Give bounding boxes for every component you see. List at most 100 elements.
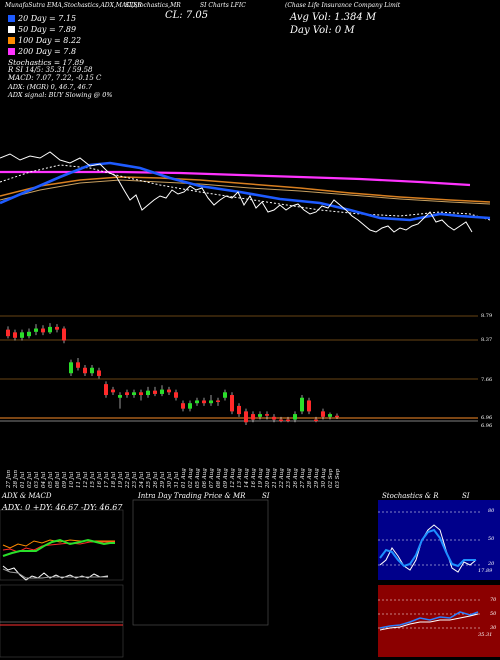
candle bbox=[279, 419, 283, 422]
legend-label: 200 Day = 7.8 bbox=[18, 47, 77, 56]
stoch-value-label: 17.89 bbox=[478, 568, 493, 574]
date-tick-label: 16 Jul bbox=[97, 472, 103, 488]
candle bbox=[188, 403, 192, 409]
candle bbox=[153, 390, 157, 394]
candle bbox=[258, 414, 262, 417]
date-tick-label: 21 Aug bbox=[272, 468, 278, 489]
stoch-tick-50: 50 bbox=[488, 536, 495, 542]
price-tick-label: 6.96 bbox=[481, 415, 492, 421]
price-tick-label: 7.66 bbox=[481, 377, 492, 383]
candle bbox=[314, 419, 318, 422]
candle bbox=[90, 367, 94, 374]
header-title-mid: SI,Stochastics,MR bbox=[125, 2, 181, 9]
legend-swatch bbox=[8, 48, 15, 55]
date-tick-label: 02 Sep bbox=[328, 468, 334, 488]
date-tick-label: 03 Jul bbox=[34, 472, 40, 488]
candle bbox=[125, 392, 129, 396]
stoch-tick-80: 80 bbox=[488, 508, 495, 514]
date-tick-label: 29 Aug bbox=[314, 468, 320, 489]
candle bbox=[328, 414, 332, 417]
legend-swatch bbox=[8, 37, 15, 44]
date-tick-label: 06 Aug bbox=[202, 468, 208, 488]
date-labels-group: 27 Jun 28 Jun 01 Jul 02 Jul 03 Jul 04 Jul 05 J… bbox=[6, 468, 341, 489]
date-tick-label: 01 Jul bbox=[20, 472, 26, 488]
candle bbox=[69, 362, 73, 374]
legend-item: 200 Day = 7.8 bbox=[8, 46, 81, 57]
adx-readout: ADX: (MGR) 0, 46.7, 46.7 bbox=[8, 83, 93, 91]
candle bbox=[335, 415, 339, 418]
candle bbox=[286, 419, 290, 422]
date-tick-label: 12 Jul bbox=[83, 472, 89, 488]
legend-swatch bbox=[8, 15, 15, 22]
date-tick-label: 18 Jul bbox=[111, 472, 117, 488]
rsi-tick-50: 50 bbox=[490, 611, 497, 617]
date-tick-label: 09 Jul bbox=[62, 472, 68, 488]
candle bbox=[27, 331, 31, 337]
date-tick-label: 05 Jul bbox=[48, 472, 54, 488]
avg-volume: Avg Vol: 1.384 M bbox=[290, 12, 377, 23]
candle bbox=[6, 329, 10, 337]
header-title-left: MunafaSutra EMA,Stochastics,ADX,MACD,R bbox=[5, 2, 142, 9]
date-tick-label: 26 Aug bbox=[293, 468, 299, 489]
candle bbox=[13, 332, 17, 338]
intraday-panel bbox=[132, 499, 269, 626]
candle bbox=[230, 395, 234, 412]
candle bbox=[272, 416, 276, 420]
ma-200-line bbox=[0, 170, 471, 187]
date-tick-label: 30 Jul bbox=[167, 472, 173, 488]
date-tick-label: 09 Aug bbox=[223, 468, 229, 488]
date-tick-label: 28 Aug bbox=[307, 468, 313, 489]
date-tick-label: 22 Aug bbox=[279, 468, 285, 489]
macd-grey-line bbox=[2, 568, 108, 579]
date-tick-label: 07 Aug bbox=[209, 468, 215, 488]
candle bbox=[300, 397, 304, 412]
price-labels-group: 8.79 8.37 7.66 6.96 6.96 bbox=[481, 313, 492, 429]
date-tick-label: 23 Jul bbox=[132, 472, 138, 489]
date-tick-label: 14 Aug bbox=[244, 468, 250, 488]
candles-group bbox=[6, 323, 339, 425]
date-tick-label: 17 Jul bbox=[104, 472, 110, 488]
candle bbox=[41, 328, 45, 333]
legend-label: 50 Day = 7.89 bbox=[18, 25, 77, 34]
candle bbox=[34, 328, 38, 332]
candle bbox=[251, 414, 255, 420]
ma-20-line bbox=[0, 161, 491, 222]
stoch-k-line bbox=[379, 524, 477, 573]
candle bbox=[167, 389, 171, 393]
intraday-panel-title: Intra Day Trading Price & MR bbox=[138, 492, 246, 500]
adx-signal-readout: ADX signal: BUY Slowing @ 0% bbox=[8, 91, 113, 99]
date-tick-label: 27 Aug bbox=[300, 468, 306, 489]
candle bbox=[83, 367, 87, 374]
candle bbox=[104, 384, 108, 396]
candle bbox=[55, 326, 59, 330]
candle bbox=[202, 400, 206, 404]
date-tick-label: 12 Aug bbox=[230, 468, 236, 488]
date-tick-label: 15 Jul bbox=[90, 472, 96, 488]
candle bbox=[97, 370, 101, 376]
date-tick-label: 27 Jun bbox=[6, 470, 12, 489]
candle bbox=[76, 362, 80, 368]
date-tick-label: 31 Jul bbox=[174, 472, 180, 488]
date-tick-label: 01 Aug bbox=[181, 468, 187, 488]
header-company: (Chase Life Insurance Company Limit bbox=[285, 2, 401, 9]
date-tick-label: 03 Sep bbox=[335, 468, 341, 488]
date-tick-label: 10 Jul bbox=[69, 472, 75, 488]
candle bbox=[48, 326, 52, 333]
date-tick-label: 02 Jul bbox=[27, 472, 33, 488]
date-tick-label: 02 Aug bbox=[188, 468, 194, 488]
candle bbox=[195, 400, 199, 404]
candle bbox=[160, 389, 164, 394]
date-tick-label: 26 Jul bbox=[153, 472, 159, 489]
date-tick-label: 28 Jun bbox=[13, 470, 19, 489]
date-tick-label: 20 Aug bbox=[265, 468, 271, 489]
candle bbox=[111, 389, 115, 393]
ma-100b-line bbox=[0, 179, 491, 205]
candle bbox=[62, 328, 66, 341]
date-tick-label: 23 Aug bbox=[286, 468, 292, 489]
date-tick-label: 30 Aug bbox=[321, 468, 327, 488]
candle bbox=[20, 332, 24, 338]
price-tick-label: 8.79 bbox=[481, 313, 492, 319]
ma-legend: 20 Day = 7.15 50 Day = 7.89 100 Day = 8.22… bbox=[8, 13, 81, 57]
rsi-value-label: 35.31 bbox=[478, 632, 493, 638]
